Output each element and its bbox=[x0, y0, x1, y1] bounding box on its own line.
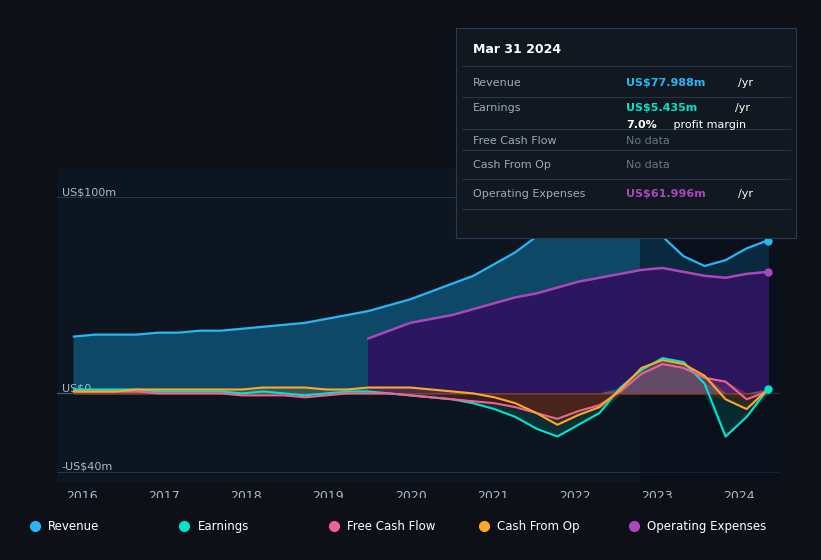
Text: Free Cash Flow: Free Cash Flow bbox=[347, 520, 436, 533]
Text: Operating Expenses: Operating Expenses bbox=[647, 520, 766, 533]
Text: /yr: /yr bbox=[738, 189, 754, 199]
Text: US$61.996m: US$61.996m bbox=[626, 189, 706, 199]
Text: profit margin: profit margin bbox=[670, 120, 746, 129]
Text: No data: No data bbox=[626, 160, 670, 170]
Text: 7.0%: 7.0% bbox=[626, 120, 657, 129]
Text: US$5.435m: US$5.435m bbox=[626, 103, 697, 113]
Text: Revenue: Revenue bbox=[48, 520, 99, 533]
Text: Mar 31 2024: Mar 31 2024 bbox=[473, 43, 561, 55]
Text: /yr: /yr bbox=[735, 103, 750, 113]
Text: Cash From Op: Cash From Op bbox=[473, 160, 551, 170]
Text: US$0: US$0 bbox=[62, 384, 91, 393]
Text: Earnings: Earnings bbox=[473, 103, 521, 113]
Text: Cash From Op: Cash From Op bbox=[498, 520, 580, 533]
Text: /yr: /yr bbox=[738, 78, 754, 87]
Text: -US$40m: -US$40m bbox=[62, 462, 112, 472]
Text: Free Cash Flow: Free Cash Flow bbox=[473, 137, 557, 146]
Text: Revenue: Revenue bbox=[473, 78, 521, 87]
Text: Earnings: Earnings bbox=[198, 520, 249, 533]
Text: Operating Expenses: Operating Expenses bbox=[473, 189, 585, 199]
Text: US$100m: US$100m bbox=[62, 188, 116, 197]
Text: No data: No data bbox=[626, 137, 670, 146]
Text: US$77.988m: US$77.988m bbox=[626, 78, 705, 87]
Bar bbox=[640, 168, 780, 482]
